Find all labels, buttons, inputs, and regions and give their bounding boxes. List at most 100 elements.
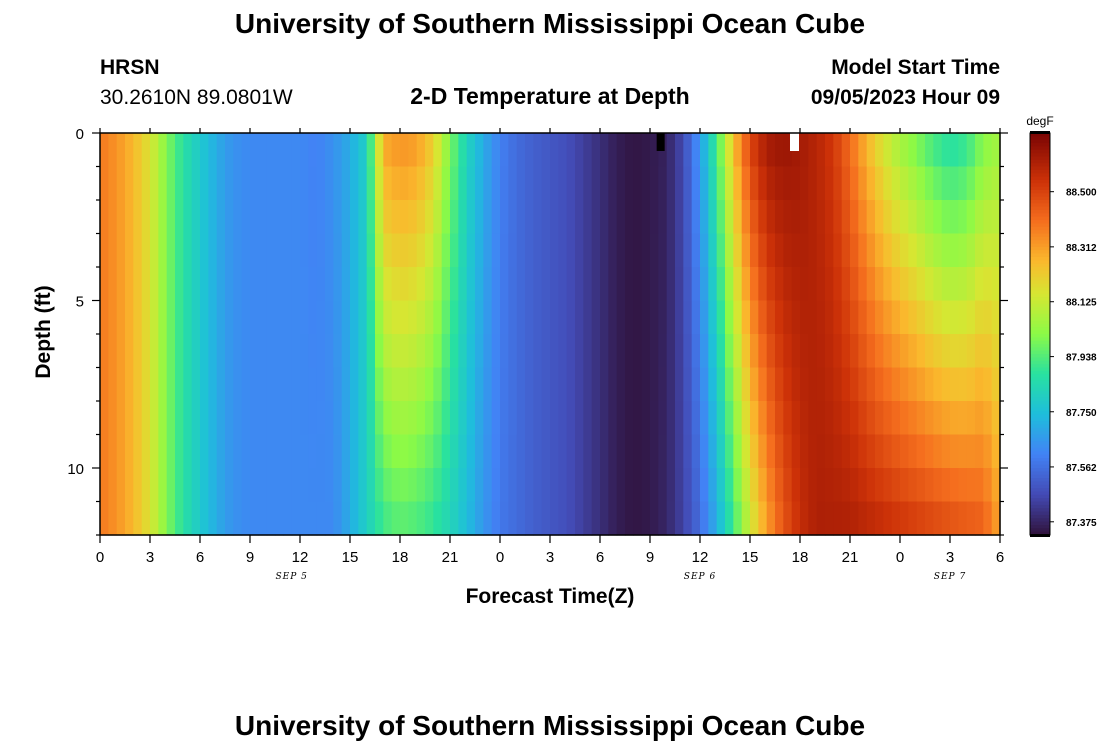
x-tick-label: 15 (742, 549, 759, 566)
colorbar-segment (1030, 173, 1050, 178)
heatmap-cell (633, 166, 643, 201)
heatmap-cell (391, 401, 401, 436)
heatmap-cell (866, 468, 876, 503)
heatmap-cell (433, 300, 443, 335)
heatmap-cell (508, 367, 518, 402)
x-axis-label: Forecast Time(Z) (465, 585, 635, 608)
colorbar-segment (1030, 444, 1050, 449)
heatmap-cell (183, 300, 193, 335)
heatmap-cell (666, 166, 676, 201)
heatmap-cell (891, 367, 901, 402)
colorbar-label: 88.312 (1066, 243, 1097, 254)
heatmap-cell (133, 401, 143, 436)
heatmap-cell (308, 166, 318, 201)
heatmap-cell (266, 367, 276, 402)
heatmap-cell (150, 267, 159, 302)
colorbar-segment (1030, 518, 1050, 523)
heatmap-cell (358, 133, 368, 168)
heatmap-cell (816, 334, 826, 369)
heatmap-cell (725, 300, 734, 335)
heatmap-cell (925, 200, 934, 235)
heatmap-cell (783, 233, 793, 268)
heatmap-cell (433, 334, 443, 369)
heatmap-cell (966, 166, 976, 201)
heatmap-cell (708, 367, 718, 402)
heatmap-cell (516, 133, 526, 168)
heatmap-cell (666, 401, 676, 436)
heatmap-cell (750, 166, 759, 201)
heatmap-cell (600, 434, 609, 469)
heatmap-cell (808, 166, 818, 201)
heatmap-cell (350, 200, 359, 235)
heatmap-cell (133, 434, 143, 469)
heatmap-cell (783, 501, 793, 536)
heatmap-cell (933, 401, 943, 436)
heatmap-cell (208, 401, 218, 436)
heatmap-cell (700, 267, 709, 302)
heatmap-cell (258, 501, 268, 536)
colorbar-segment (1030, 323, 1050, 328)
colorbar-segment (1030, 521, 1050, 526)
colorbar-segment (1030, 508, 1050, 513)
heatmap-cell (808, 501, 818, 536)
heatmap-cell (866, 200, 876, 235)
colorbar-segment (1030, 297, 1050, 302)
heatmap-cell (558, 334, 568, 369)
colorbar-segment (1030, 474, 1050, 479)
heatmap-cell (375, 434, 384, 469)
heatmap-cell (975, 367, 984, 402)
heatmap-cell (816, 200, 826, 235)
heatmap-cell (300, 367, 309, 402)
heatmap-cell (833, 300, 843, 335)
colorbar-segment (1030, 317, 1050, 322)
heatmap-cell (433, 133, 443, 168)
heatmap-cell (466, 200, 476, 235)
heatmap-cell (908, 468, 918, 503)
heatmap-cell (800, 200, 809, 235)
heatmap-cell (341, 501, 351, 536)
heatmap-cell (233, 334, 243, 369)
heatmap-cell (775, 300, 784, 335)
heatmap-cell (825, 401, 834, 436)
heatmap-cell (733, 267, 743, 302)
heatmap-cell (108, 300, 118, 335)
heatmap-cell (241, 233, 251, 268)
heatmap-cell (400, 334, 409, 369)
heatmap-cell (325, 468, 334, 503)
heatmap-cell (441, 233, 451, 268)
heatmap-cell (158, 401, 168, 436)
heatmap-cell (908, 401, 918, 436)
heatmap-cell (941, 367, 951, 402)
colorbar-segment (1030, 253, 1050, 258)
heatmap-cell (891, 300, 901, 335)
heatmap-cell (391, 300, 401, 335)
heatmap-cell (400, 501, 409, 536)
date-label: SEP 5 (275, 572, 307, 582)
heatmap-cell (258, 334, 268, 369)
heatmap-cell (716, 367, 726, 402)
heatmap-cell (966, 434, 976, 469)
heatmap-cell (583, 401, 593, 436)
heatmap-cell (250, 233, 259, 268)
heatmap-cell (450, 367, 459, 402)
heatmap-cell (666, 468, 676, 503)
heatmap-cell (191, 401, 201, 436)
heatmap-cell (416, 468, 426, 503)
heatmap-cell (541, 401, 551, 436)
colorbar-segment (1030, 454, 1050, 459)
heatmap-cell (941, 233, 951, 268)
heatmap-cell (783, 468, 793, 503)
heatmap-cell (883, 468, 893, 503)
heatmap-cell (983, 133, 993, 168)
heatmap-cell (141, 166, 151, 201)
heatmap-cell (308, 434, 318, 469)
heatmap-cell (350, 133, 359, 168)
heatmap-cell (508, 166, 518, 201)
colorbar-segment (1030, 424, 1050, 429)
colorbar-label: 87.938 (1066, 353, 1097, 364)
heatmap-cell (825, 334, 834, 369)
heatmap-cell (366, 300, 376, 335)
heatmap-cell (375, 166, 384, 201)
colorbar-segment (1030, 263, 1050, 268)
heatmap-cell (958, 133, 968, 168)
